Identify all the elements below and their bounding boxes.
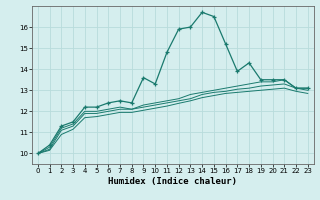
X-axis label: Humidex (Indice chaleur): Humidex (Indice chaleur) bbox=[108, 177, 237, 186]
